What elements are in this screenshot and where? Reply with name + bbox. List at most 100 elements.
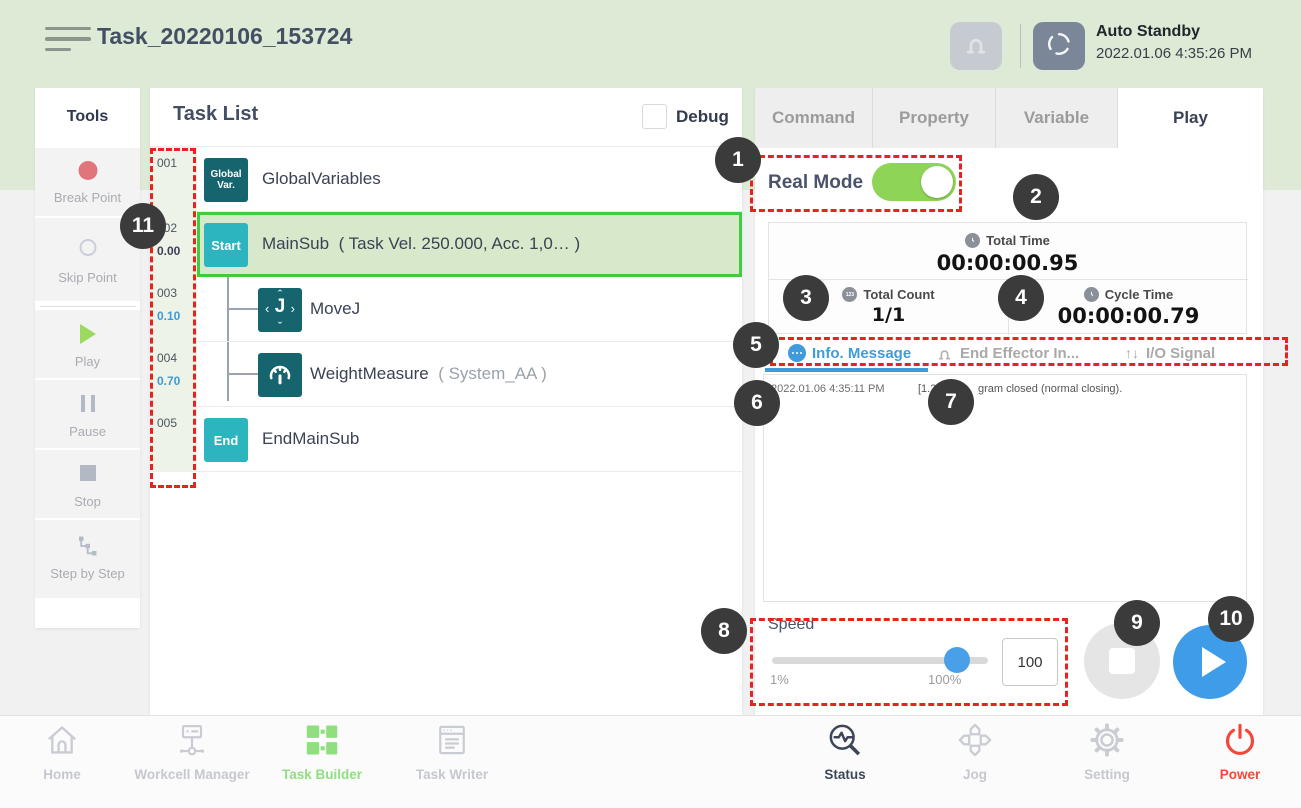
stop-icon (1109, 648, 1135, 674)
weight-measure-icon (258, 353, 302, 397)
nav-jog[interactable]: Jog (900, 722, 1050, 782)
task-list-title: Task List (173, 103, 259, 125)
task-row-mainsub[interactable]: 002 0.00 Start MainSub ( Task Vel. 250.0… (150, 212, 742, 277)
nav-power[interactable]: Power (1165, 722, 1301, 782)
nav-setting[interactable]: Setting (1032, 722, 1182, 782)
line-time: 0.70 (157, 374, 181, 388)
bottom-nav (0, 715, 1301, 808)
manual-mode-button[interactable] (950, 22, 1002, 70)
break-point-button[interactable]: Break Point (35, 148, 140, 216)
log-list[interactable]: 2022.01.06 4:35:11 PM [1.2 gram closed (… (763, 374, 1247, 602)
nav-status[interactable]: Status (770, 722, 920, 782)
task-row-weightmeasure[interactable]: 004 0.70 WeightMeasure ( System_AA ) (150, 342, 742, 407)
speed-max-label: 100% (928, 672, 962, 687)
pause-tool-button[interactable]: Pause (35, 380, 140, 448)
line-time: 0.10 (157, 309, 181, 323)
annotation-9: 9 (1114, 600, 1160, 646)
log-timestamp: 2022.01.06 4:35:11 PM (771, 383, 885, 395)
nav-home[interactable]: Home (0, 722, 137, 782)
annotation-10: 10 (1208, 596, 1254, 642)
skip-point-icon (79, 239, 96, 256)
annotation-box-speed (750, 618, 1068, 706)
stop-tool-button[interactable]: Stop (35, 450, 140, 518)
nav-workcell-manager[interactable]: Workcell Manager (117, 722, 267, 782)
task-list-panel: Task List Debug 001 Global Var. GlobalVar… (150, 88, 742, 715)
robot-state-timestamp: 2022.01.06 4:35:26 PM (1096, 45, 1252, 62)
robot-state-label: Auto Standby (1096, 23, 1200, 40)
debug-checkbox[interactable] (642, 104, 667, 129)
clock-icon (965, 233, 981, 248)
break-point-label: Break Point (53, 190, 122, 205)
annotation-7: 7 (928, 379, 974, 425)
total-count-cell: 123 Total Count 1/1 (769, 279, 1008, 335)
task-list-header-divider (150, 146, 742, 147)
tab-property[interactable]: Property (873, 88, 996, 148)
count-icon: 123 (842, 287, 858, 302)
speed-min-label: 1% (770, 672, 789, 687)
start-badge: Start (204, 223, 248, 267)
pause-tool-icon (80, 395, 95, 412)
task-row-body (197, 407, 742, 472)
cycle-time-value: 00:00:00.79 (1057, 304, 1200, 328)
gripper-icon (961, 29, 991, 64)
task-row-label: EndMainSub (262, 429, 360, 448)
annotation-8: 8 (701, 608, 747, 654)
annotation-6: 6 (734, 380, 780, 426)
task-row-endmainsub[interactable]: 005 End EndMainSub (150, 407, 742, 472)
task-row-body (197, 342, 742, 407)
line-number: 003 (157, 286, 178, 300)
total-time-label-row: Total Time (769, 223, 1246, 248)
annotation-2: 2 (1013, 174, 1059, 220)
stop-tool-icon (79, 465, 96, 481)
annotation-box-message-tabs (770, 337, 1288, 366)
tab-play[interactable]: Play (1118, 88, 1263, 148)
task-row-movej[interactable]: 003 0.10 ˆ ‹ J › ˇ MoveJ (150, 277, 742, 342)
header-divider (1020, 24, 1021, 68)
power-icon (1225, 723, 1255, 755)
msg-tab-info-message[interactable]: Info. Message (812, 345, 912, 362)
annotation-11: 11 (120, 203, 166, 249)
task-row-label: MainSub ( Task Vel. 250.000, Acc. 1,0… ) (262, 234, 581, 253)
right-panel: Command Property Variable Play Real Mode… (755, 88, 1263, 715)
tools-title: Tools (66, 108, 109, 125)
tools-panel: Tools Break Point Skip Point Play Pause … (35, 88, 140, 628)
line-number-cell: 003 0.10 (150, 277, 197, 342)
real-mode-toggle[interactable] (872, 163, 956, 201)
speed-value-input[interactable]: 100 (1002, 638, 1058, 686)
tab-command[interactable]: Command (755, 88, 873, 148)
page-title: Task_20220106_153724 (97, 23, 353, 49)
io-signal-icon: ↑↓ (1125, 345, 1139, 361)
toggle-knob (921, 166, 953, 198)
task-row-label: MoveJ (310, 299, 361, 318)
task-row-label: GlobalVariables (262, 169, 381, 188)
real-mode-label: Real Mode (768, 172, 864, 193)
play-tool-button[interactable]: Play (35, 310, 140, 378)
task-builder-icon (306, 725, 338, 755)
line-number: 001 (157, 156, 178, 170)
pause-tool-label: Pause (69, 424, 106, 439)
step-by-step-label: Step by Step (50, 566, 125, 581)
workcell-manager-icon (179, 725, 205, 756)
line-number-cell: 005 (150, 407, 197, 472)
annotation-3: 3 (783, 275, 829, 321)
step-by-step-button[interactable]: Step by Step (35, 520, 140, 598)
annotation-box-real-mode (750, 155, 962, 212)
end-badge: End (204, 418, 248, 462)
line-number-cell: 004 0.70 (150, 342, 197, 407)
speed-slider-knob[interactable] (944, 647, 970, 673)
auto-mode-button[interactable] (1033, 22, 1085, 70)
line-number: 005 (157, 416, 178, 430)
task-row-global-variables[interactable]: 001 Global Var. GlobalVariables (150, 147, 742, 212)
total-count-value: 1/1 (871, 304, 906, 326)
tab-variable[interactable]: Variable (996, 88, 1118, 148)
speed-slider-track[interactable] (772, 657, 988, 664)
msg-tab-active-underline (765, 368, 928, 372)
nav-task-builder[interactable]: Task Builder (247, 722, 397, 782)
hamburger-menu-icon[interactable] (45, 27, 93, 52)
annotation-box-line-numbers (150, 148, 196, 488)
msg-tab-io-signal[interactable]: I/O Signal (1146, 345, 1216, 362)
nav-task-writer[interactable]: Task Writer (377, 722, 527, 782)
task-row-body-selected (197, 212, 742, 277)
msg-tab-end-effector[interactable]: End Effector In... (960, 345, 1080, 362)
